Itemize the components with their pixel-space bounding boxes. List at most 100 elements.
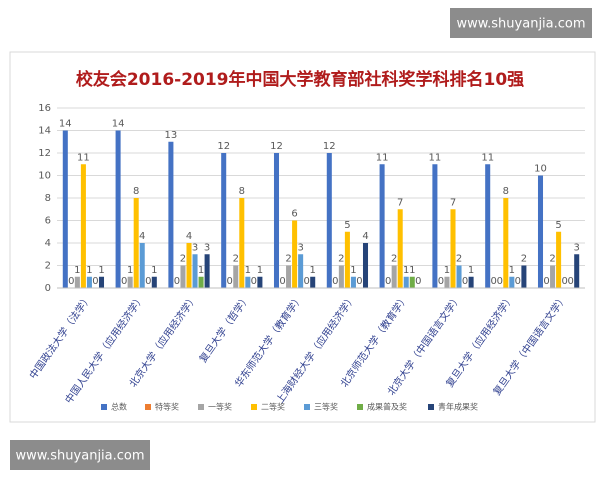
data-label: 4 [139,231,145,242]
watermark-box [10,440,150,470]
legend-label: 一等奖 [208,402,232,412]
bar [432,164,438,288]
data-label: 2 [549,254,555,265]
bar [133,198,139,288]
y-tick-label: 2 [45,261,51,272]
data-label: 0 [303,276,309,287]
chart-frame [9,51,596,423]
data-label: 0 [438,276,444,287]
data-label: 1 [127,265,133,276]
data-label: 1 [74,265,80,276]
data-label: 2 [233,254,239,265]
legend-swatch [428,404,434,410]
data-label: 4 [186,231,192,242]
data-label: 11 [429,152,442,163]
data-label: 2 [338,254,344,265]
data-label: 0 [68,276,74,287]
bar [397,209,403,288]
data-label: 1 [468,265,474,276]
data-label: 0 [145,276,151,287]
data-label: 12 [217,141,230,152]
data-label: 12 [323,141,336,152]
y-tick-label: 0 [45,283,51,294]
legend-swatch [145,404,151,410]
data-label: 1 [409,265,415,276]
y-tick-label: 14 [38,126,51,137]
bar [456,265,462,288]
bar [245,276,251,288]
bar [326,153,332,288]
legend-swatch [101,404,107,410]
data-label: 0 [121,276,127,287]
bar [521,265,527,288]
data-label: 11 [481,152,494,163]
data-label: 2 [180,254,186,265]
data-label: 0 [92,276,98,287]
bar [74,276,80,288]
bar [450,209,456,288]
bar [286,265,292,288]
bar [362,243,369,288]
data-label: 0 [332,276,338,287]
bar [509,276,515,288]
bar [139,243,145,288]
data-label: 0 [497,276,503,287]
bar [350,276,356,288]
data-label: 7 [397,197,403,208]
data-label: 0 [491,276,497,287]
bar [444,276,450,288]
data-label: 0 [356,276,362,287]
data-label: 8 [239,186,245,197]
data-label: 3 [204,242,210,253]
bar [379,164,385,288]
bar [86,276,92,288]
data-label: 3 [297,242,303,253]
bar [574,254,580,288]
legend-label: 二等奖 [261,402,285,412]
legend-label: 成果普及奖 [367,402,407,412]
bar [186,243,192,288]
bar [338,265,344,288]
bar [80,164,86,288]
data-label: 0 [227,276,233,287]
data-label: 0 [515,276,521,287]
data-label: 0 [415,276,421,287]
data-label: 0 [543,276,549,287]
data-label: 1 [245,265,251,276]
data-label: 0 [279,276,285,287]
data-label: 1 [444,265,450,276]
data-label: 0 [462,276,468,287]
data-label: 14 [112,119,125,130]
bar [273,153,280,288]
legend-label: 特等奖 [155,402,179,412]
data-label: 8 [503,186,509,197]
data-label: 1 [257,265,263,276]
data-label: 0 [385,276,391,287]
bar [292,220,298,288]
watermark-box [450,8,592,38]
y-tick-label: 10 [38,171,51,182]
data-label: 3 [574,242,580,253]
legend-swatch [251,404,257,410]
bar [556,231,562,288]
legend-swatch [198,404,204,410]
y-tick-label: 6 [45,216,51,227]
watermark: www.shuyanjia.com [456,17,585,32]
data-label: 10 [534,164,547,175]
bar [168,141,174,288]
bar [192,254,198,288]
y-tick-label: 16 [38,103,51,114]
legend-swatch [357,404,363,410]
chart-title: 校友会2016-2019年中国大学教育部社科奖学科排名10强 [76,69,524,90]
data-label: 3 [192,242,198,253]
bar [485,164,491,288]
data-label: 8 [133,186,139,197]
data-label: 6 [291,209,297,220]
bar [550,265,556,288]
data-label: 4 [362,231,368,242]
bar [221,153,227,288]
data-label: 12 [270,141,283,152]
data-label: 1 [198,265,204,276]
y-tick-label: 4 [45,238,51,249]
y-tick-label: 12 [38,148,51,159]
